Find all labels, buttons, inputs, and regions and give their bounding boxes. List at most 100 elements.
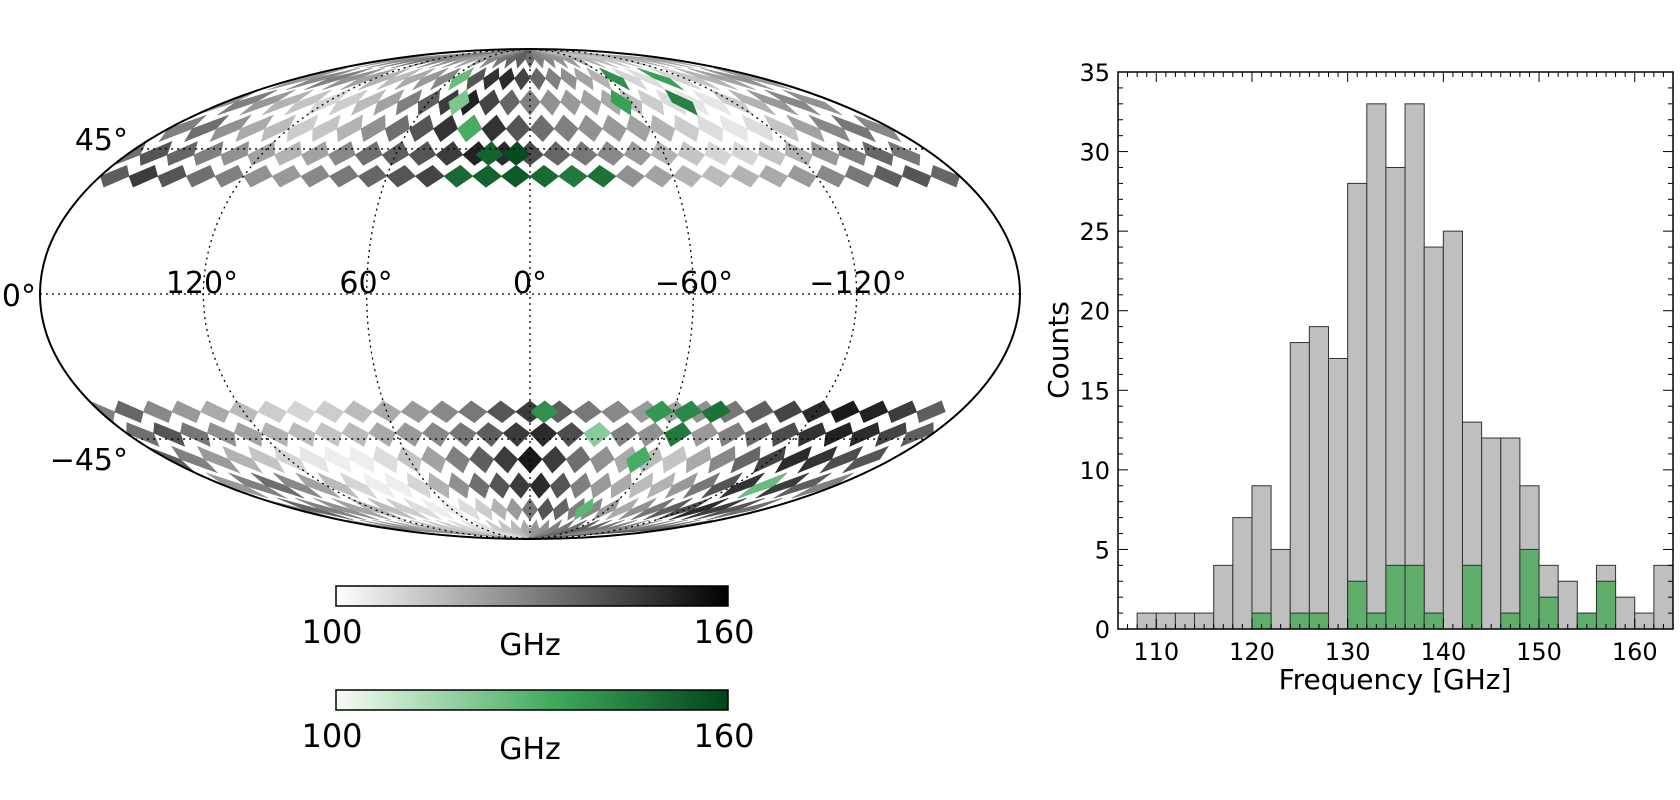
map-cell-grey [448, 472, 470, 499]
map-cell-grey [556, 422, 585, 447]
map-cell-green [448, 67, 474, 91]
map-cell-grey [560, 89, 582, 116]
histogram-bar-all [1213, 564, 1234, 630]
map-cell-grey [139, 141, 173, 166]
map-cell-grey [831, 114, 877, 143]
map-cell-grey [421, 445, 446, 474]
map-cell-grey [519, 89, 541, 116]
map-cell-grey [849, 422, 880, 447]
map-cell-grey [193, 141, 224, 166]
map-cell-grey [901, 164, 932, 188]
map-cell-grey [704, 141, 733, 166]
lon-label-120: 120° [166, 266, 238, 301]
map-cell-grey [690, 422, 719, 447]
map-cell-grey [447, 519, 531, 539]
map-cell-grey [900, 422, 934, 447]
map-cell-grey [435, 519, 531, 539]
histogram-y-tick-label: 15 [1079, 377, 1110, 405]
map-cell-grey [572, 400, 603, 423]
map-cell-grey [274, 141, 302, 166]
map-cell-grey [685, 445, 712, 474]
map-cell-grey [844, 165, 875, 188]
map-cell-grey [386, 165, 416, 188]
map-cell-grey [842, 445, 889, 474]
map-cell-green [737, 472, 787, 499]
map-cell-grey [329, 165, 359, 188]
map-cell-grey [628, 472, 654, 499]
map-cell-grey [299, 445, 330, 474]
map-cell-grey [700, 67, 774, 91]
map-cell-grey [570, 472, 592, 499]
map-cell-green [626, 445, 651, 474]
map-cell-grey [350, 89, 387, 116]
map-cell-grey [560, 67, 577, 91]
histogram-y-tick-label: 35 [1079, 59, 1110, 87]
map-cell-grey [317, 472, 359, 499]
map-cell-grey [400, 400, 431, 423]
map-cell-grey [646, 472, 676, 499]
map-cell-grey [644, 165, 674, 188]
histogram-y-tick-label: 20 [1079, 298, 1110, 326]
map-cell-grey [457, 497, 481, 521]
map-cell-grey [200, 400, 230, 423]
map-cell-grey [811, 141, 840, 166]
map-cell-grey [222, 445, 263, 474]
map-cell-grey [930, 164, 960, 188]
map-cell-green [502, 141, 531, 166]
histogram-x-tick-label: 140 [1420, 638, 1466, 666]
map-cell-grey [823, 422, 854, 447]
histogram-bar-all [1308, 326, 1330, 630]
map-cell-grey [758, 165, 789, 188]
map-cell-grey [674, 114, 700, 143]
map-cell-grey [433, 114, 458, 143]
map-cell-grey [295, 497, 367, 521]
map-cell-grey [228, 472, 287, 499]
map-cell-grey [490, 497, 508, 521]
map-cell-grey [158, 114, 207, 143]
map-cell-grey [623, 141, 652, 166]
map-cell-green [664, 89, 698, 116]
lon-label-60: 60° [339, 266, 392, 301]
meridian-line [366, 48, 531, 540]
map-cell-green [583, 422, 612, 447]
histogram-bar-selected [1461, 564, 1483, 630]
histogram-y-tick-label: 5 [1095, 536, 1110, 564]
map-cell-grey [248, 445, 286, 474]
map-cell-grey [429, 67, 461, 91]
map-cell-green [573, 497, 594, 521]
histogram-bar-all [1328, 357, 1349, 630]
histogram-y-tick-label: 30 [1079, 139, 1110, 167]
colorbar-grey-min: 100 [301, 613, 362, 651]
map-cell-grey [499, 89, 521, 116]
map-cell-grey [100, 164, 130, 188]
map-cell-grey [206, 422, 237, 447]
map-cell-grey [529, 519, 663, 539]
map-cell-grey [153, 422, 186, 447]
map-cell-green [443, 165, 474, 188]
histogram-bar-all [1423, 246, 1444, 630]
map-cell-grey [782, 89, 843, 116]
map-cell-grey [142, 400, 173, 424]
map-cell-grey [367, 497, 417, 521]
map-cell-grey [553, 114, 579, 143]
map-cell-grey [605, 497, 640, 521]
map-cell-grey [368, 422, 396, 447]
map-cell-grey [682, 472, 721, 499]
colorbar-green-max: 160 [693, 717, 754, 755]
histogram-x-tick-label: 120 [1229, 638, 1275, 666]
map-cell-grey [348, 445, 375, 474]
map-cell-grey [791, 472, 854, 499]
map-cell-grey [183, 114, 229, 143]
map-cell-grey [529, 519, 575, 539]
map-graticule [40, 48, 1020, 540]
map-cell-grey [552, 497, 570, 521]
map-cell-grey [774, 445, 812, 474]
map-cell-green [558, 165, 588, 188]
map-cell-grey [529, 519, 550, 539]
map-cell-grey [746, 89, 799, 116]
map-cell-grey [448, 422, 477, 447]
map-cell-green [644, 400, 674, 423]
map-cell-green [529, 400, 560, 423]
map-cell-grey [520, 519, 531, 539]
map-cell-grey [385, 497, 430, 521]
